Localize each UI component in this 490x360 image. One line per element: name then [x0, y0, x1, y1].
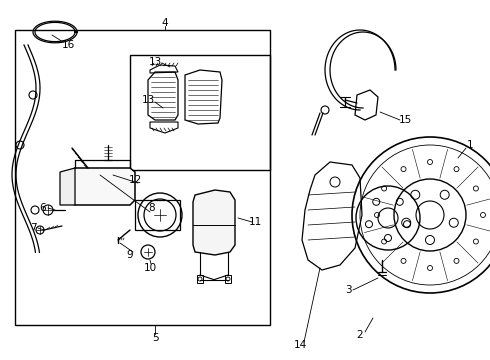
Text: 13: 13	[142, 95, 155, 105]
Polygon shape	[193, 190, 235, 255]
Bar	[197, 275, 203, 283]
Text: 15: 15	[398, 115, 412, 125]
Text: 9: 9	[127, 250, 133, 260]
Text: 1: 1	[466, 140, 473, 150]
Text: 3: 3	[344, 285, 351, 295]
Bar	[135, 200, 180, 230]
Bar	[225, 275, 231, 283]
Text: 7: 7	[30, 223, 36, 233]
Text: 8: 8	[148, 203, 155, 213]
Polygon shape	[60, 168, 75, 205]
Text: 4: 4	[162, 18, 168, 28]
Polygon shape	[65, 168, 135, 205]
Text: 12: 12	[128, 175, 142, 185]
Text: 16: 16	[61, 40, 74, 50]
Text: 2: 2	[357, 330, 363, 340]
Text: 11: 11	[248, 217, 262, 227]
Text: 10: 10	[144, 263, 157, 273]
Bar	[15, 30, 270, 325]
Text: 5: 5	[152, 333, 158, 343]
Text: 14: 14	[294, 340, 307, 350]
Bar	[130, 55, 270, 170]
Text: 6: 6	[40, 203, 47, 213]
Text: 13: 13	[148, 57, 162, 67]
